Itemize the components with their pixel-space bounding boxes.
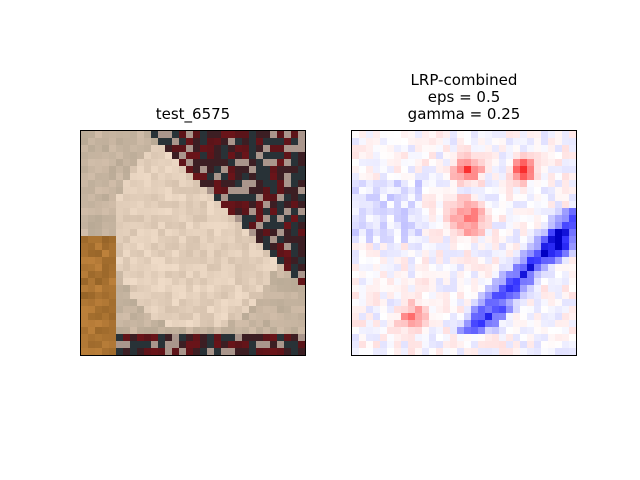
relevance-heatmap-axes	[351, 130, 577, 356]
panel-title-heatmap: LRP-combined eps = 0.5 gamma = 0.25	[351, 72, 577, 123]
input-cat-image	[81, 131, 305, 355]
relevance-heatmap	[352, 131, 576, 355]
heatmap-title-line-1: LRP-combined	[410, 71, 518, 89]
heatmap-title-line-2: eps = 0.5	[427, 88, 501, 106]
heatmap-title-line-3: gamma = 0.25	[407, 105, 521, 123]
panel-title-input: test_6575	[155, 105, 231, 123]
input-image-axes	[80, 130, 306, 356]
